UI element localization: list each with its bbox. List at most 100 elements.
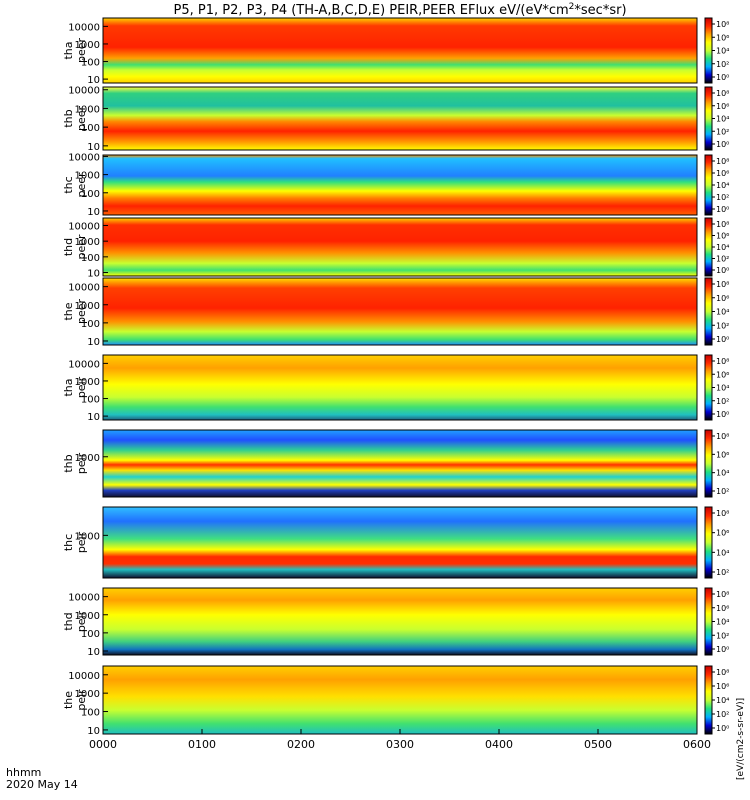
panel-label-top-thd-peir: thd (62, 612, 75, 630)
ytick-label-tha-peer-2: 1000 (75, 40, 100, 51)
panel-label-top-tha-peir: tha (62, 378, 75, 396)
cbar-tick-label-thd-peir-0: 10⁸ (716, 590, 729, 599)
ytick-label-thd-peer-3: 10000 (68, 221, 100, 232)
ytick-label-thc-peer-0: 10 (87, 207, 100, 218)
cbar-tick-label-thb-peir-3: 10² (716, 487, 729, 496)
spectrogram-thb-peer (103, 87, 697, 150)
frame-tha-peir (102, 354, 698, 421)
ytick-label-tha-peer-3: 10000 (68, 22, 100, 33)
panel-label-top-thb-peer: thb (62, 109, 75, 127)
panel-label-top-thb-peir: thb (62, 454, 75, 472)
cbar-tick-label-thb-peer-1: 10⁶ (716, 102, 729, 111)
colorbar-thb-peir (704, 429, 713, 498)
cbar-tick-label-thd-peer-1: 10⁶ (716, 232, 729, 241)
panel-label-bottom-thb-peir: peir (75, 452, 88, 474)
cbar-tick-label-tha-peir-1: 10⁶ (716, 370, 729, 379)
colorbar-thb-peer (704, 86, 713, 151)
ytick-label-the-peer-1: 100 (81, 319, 100, 330)
frame-tha-peer (102, 17, 698, 84)
panel-label-bottom-the-peir: peir (75, 689, 88, 711)
cbar-tick-label-thb-peer-0: 10⁸ (716, 89, 729, 98)
panel-label-bottom-thd-peer: peer (75, 234, 88, 260)
cbar-tick-label-thb-peer-3: 10² (716, 127, 729, 136)
panel-label-bottom-tha-peer: peer (75, 38, 88, 64)
ytick-label-the-peer-0: 10 (87, 337, 100, 348)
x-label-line2: 2020 May 14 (6, 778, 78, 791)
panel-label-top-thc-peir: thc (62, 534, 75, 551)
panel-label-top-thd-peer: thd (62, 238, 75, 256)
ytick-label-the-peir-0: 10 (87, 726, 100, 737)
xtick-label-0: 0000 (89, 738, 117, 751)
panel-tha-peir: 10 100 1000 10000 tha peir 10⁸ 10⁶ 10⁴ 10² 10⁰ (62, 354, 729, 423)
cbar-tick-label-tha-peir-2: 10⁴ (716, 384, 729, 393)
cbar-tick-label-thd-peer-2: 10⁴ (716, 243, 729, 252)
colorbar-thd-peir (704, 587, 713, 656)
cbar-tick-label-the-peer-0: 10⁸ (716, 280, 729, 289)
chart-title: P5, P1, P2, P3, P4 (TH-A,B,C,D,E) PEIR,P… (173, 2, 626, 18)
cbar-tick-label-tha-peer-4: 10⁰ (716, 73, 729, 82)
panel-label-bottom-thc-peer: peer (75, 172, 88, 198)
panel-label-top-the-peir: the (62, 691, 75, 709)
xtick-label-2: 0200 (287, 738, 315, 751)
colorbar-the-peir (704, 665, 713, 735)
panel-label-bottom-thb-peer: peer (75, 106, 88, 132)
cbar-tick-label-thc-peer-1: 10⁶ (716, 169, 729, 178)
cbar-tick-label-thd-peir-2: 10⁴ (716, 618, 729, 627)
spectrogram-the-peir (103, 666, 697, 734)
cbar-tick-label-thc-peir-1: 10⁶ (716, 529, 729, 538)
ytick-label-thd-peir-2: 1000 (75, 611, 100, 622)
cbar-tick-label-tha-peer-3: 10² (716, 60, 729, 69)
cbar-tick-label-the-peer-2: 10⁴ (716, 308, 729, 317)
cbar-tick-label-thd-peir-1: 10⁶ (716, 604, 729, 613)
ytick-label-the-peer-2: 1000 (75, 301, 100, 312)
cbar-tick-label-thd-peir-4: 10⁰ (716, 645, 729, 654)
colorbar-thd-peer (704, 217, 713, 277)
colorbar-the-peer (704, 277, 713, 346)
ytick-label-thc-peer-3: 10000 (68, 152, 100, 163)
colorbar-tha-peer (704, 17, 713, 84)
cbar-tick-label-the-peir-1: 10⁶ (716, 682, 729, 691)
ytick-label-thd-peer-2: 1000 (75, 237, 100, 248)
cbar-tick-label-thc-peir-2: 10⁴ (716, 548, 729, 557)
cbar-tick-label-the-peer-1: 10⁶ (716, 294, 729, 303)
ytick-label-thd-peer-1: 100 (81, 253, 100, 264)
ytick-label-the-peir-1: 100 (81, 708, 100, 719)
ytick-label-tha-peir-3: 10000 (68, 359, 100, 370)
cbar-tick-label-tha-peer-2: 10⁴ (716, 47, 729, 56)
cbar-tick-label-thd-peer-4: 10⁰ (716, 266, 729, 275)
panel-the-peer: 10 100 1000 10000 the peer 10⁸ 10⁶ 10⁴ 10² 10⁰ (62, 277, 729, 348)
ytick-label-tha-peir-1: 100 (81, 395, 100, 406)
ytick-label-thd-peir-0: 10 (87, 647, 100, 658)
ytick-label-tha-peir-0: 10 (87, 412, 100, 423)
cbar-tick-label-tha-peir-4: 10⁰ (716, 410, 729, 419)
spectrogram-thd-peer (103, 218, 697, 276)
cbar-tick-label-thc-peer-3: 10² (716, 193, 729, 202)
ytick-label-thc-peer-2: 1000 (75, 171, 100, 182)
panel-label-bottom-tha-peir: peir (75, 376, 88, 398)
ytick-label-thb-peer-1: 100 (81, 123, 100, 134)
ytick-label-thb-peer-3: 10000 (68, 86, 100, 97)
cbar-tick-label-the-peir-2: 10⁴ (716, 696, 729, 705)
cbar-tick-label-the-peir-4: 10⁰ (716, 724, 729, 733)
spectrogram-thb-peir (103, 430, 697, 497)
ytick-label-thd-peir-3: 10000 (68, 593, 100, 604)
colorbar-tha-peir (704, 354, 713, 421)
cbar-tick-label-the-peir-3: 10² (716, 710, 729, 719)
ytick-label-thb-peer-2: 1000 (75, 104, 100, 115)
panel-the-peir: 10 100 1000 10000 the peir 10⁸ 10⁶ 10⁴ 10² 10⁰ (62, 665, 729, 737)
xtick-label-4: 0400 (485, 738, 513, 751)
panel-label-top-the-peer: the (62, 302, 75, 320)
frame-thd-peer (102, 217, 698, 277)
panel-label-bottom-thc-peir: peir (75, 531, 88, 553)
cbar-tick-label-thc-peer-0: 10⁸ (716, 157, 729, 166)
panel-tha-peer: 10 100 1000 10000 tha peer 10⁸ 10⁶ 10⁴ 10² 10⁰ (62, 17, 729, 86)
cbar-tick-label-thc-peir-3: 10² (716, 568, 729, 577)
cbar-tick-label-the-peir-0: 10⁸ (716, 668, 729, 677)
x-label-line1: hhmm (6, 766, 41, 779)
cbar-tick-label-thb-peir-1: 10⁶ (716, 450, 729, 459)
xtick-label-5: 0500 (584, 738, 612, 751)
ytick-label-tha-peer-0: 10 (87, 75, 100, 86)
